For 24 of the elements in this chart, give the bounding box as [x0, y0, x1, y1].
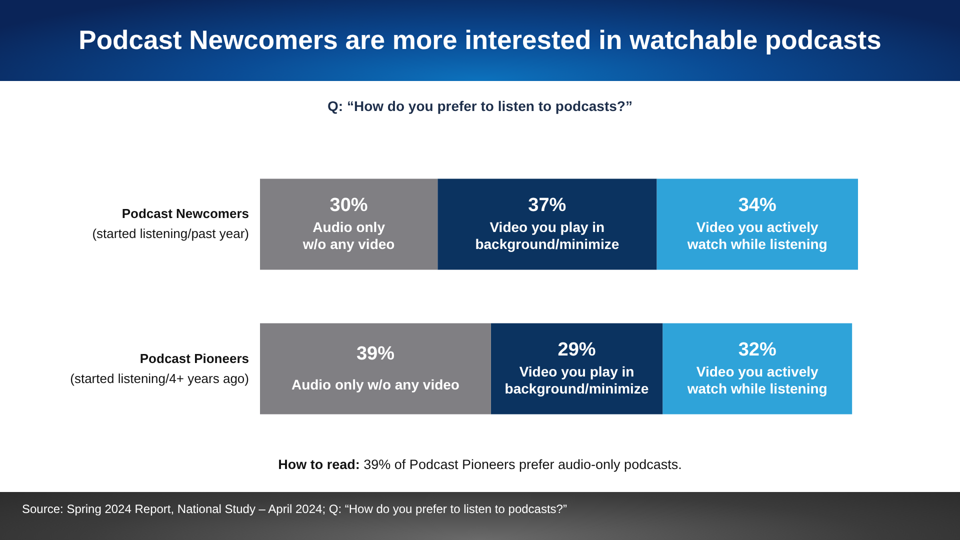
- data-label: 34%: [738, 194, 776, 216]
- bar: [260, 323, 491, 414]
- source-note: Source: Spring 2024 Report, National Study – April 2024; Q: “How do you prefer to listen to podcasts?”: [22, 502, 568, 517]
- text: Video you actively watch while listening: [687, 364, 828, 397]
- series-label: Audio only w/o any video: [302, 219, 395, 252]
- bar: [438, 178, 657, 270]
- chart-title: Podcast Newcomers are more interested in watchable podcasts: [78, 24, 882, 57]
- bar: [490, 323, 663, 414]
- text: Video you play in background/minimize: [475, 219, 620, 252]
- y-tick-label: Podcast Newcomers (started listening/past year): [92, 205, 249, 244]
- data-label: 30%: [330, 194, 368, 216]
- data-label: 39%: [356, 343, 395, 364]
- series-label: Video you actively watch while listening: [686, 219, 828, 252]
- bar: [662, 323, 852, 414]
- data-label: 29%: [558, 339, 596, 360]
- bar: [656, 178, 858, 270]
- text: Audio only w/o any video: [291, 376, 460, 393]
- bar: [260, 178, 438, 270]
- data-label: 37%: [528, 194, 566, 216]
- series-label: Video you play in background/minimize: [504, 364, 649, 397]
- text: How to read: 39% of Podcast Pioneers prefer audio-only podcasts.: [277, 457, 683, 472]
- chart-subtitle: Q: “How do you prefer to listen to podcasts?”: [326, 97, 634, 115]
- data-label: 32%: [738, 339, 776, 360]
- y-tick-label: Podcast Pioneers (started listening/4+ years ago): [70, 350, 249, 388]
